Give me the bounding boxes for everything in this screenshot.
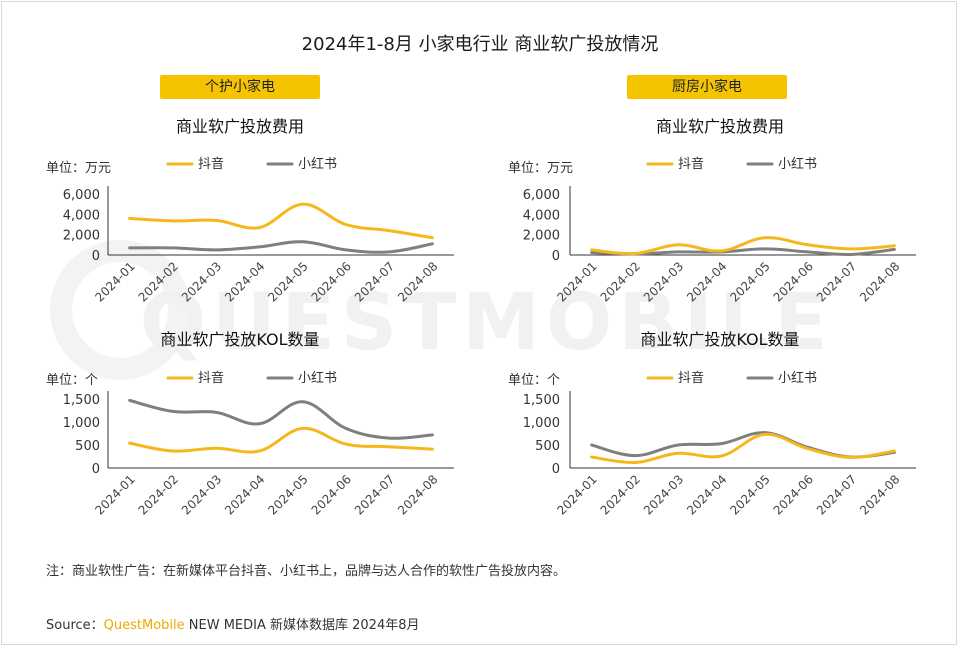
kitchen-kol-xtick-5: 2024-06 [771,472,816,517]
kitchen-spend-xtick-7: 2024-08 [857,259,902,304]
kitchen-kol-ytick-0: 0 [552,462,560,477]
personal-care-kol-xtick-3: 2024-04 [222,472,267,517]
personal-care-kol-xtick-1: 2024-02 [136,472,181,517]
tag-personal-care: 个护小家电 [160,75,320,99]
kitchen-kol-legend-label-0: 抖音 [678,370,704,386]
kitchen-spend-legend-label-1: 小红书 [778,156,817,172]
personal-care-kol-series-1 [128,398,434,440]
personal-care-spend-series-0 [128,202,434,240]
kitchen-kol-ytick-2: 1,000 [523,416,560,431]
kitchen-kol-xtick-1: 2024-02 [598,472,643,517]
personal-care-spend-title: 商业软广投放费用 [176,117,304,136]
kitchen-spend-ytick-3: 6,000 [523,188,560,203]
personal-care-spend-xtick-7: 2024-08 [395,259,440,304]
kitchen-spend-xtick-6: 2024-07 [814,259,859,304]
personal-care-spend-ytick-3: 6,000 [63,188,100,203]
watermark-text: QUESTMOBILE [140,278,834,368]
personal-care-spend-xtick-4: 2024-05 [265,259,310,304]
kitchen-spend-legend-label-0: 抖音 [678,156,704,172]
kitchen-spend-ytick-1: 2,000 [523,229,560,244]
kitchen-spend-xtick-0: 2024-01 [554,259,599,304]
kitchen-kol-xtick-0: 2024-01 [554,472,599,517]
kitchen-kol-ytick-1: 500 [535,439,560,454]
personal-care-kol-xtick-0: 2024-01 [92,472,137,517]
personal-care-kol-legend-label-0: 抖音 [198,370,224,386]
personal-care-spend-unit: 单位：万元 [46,161,111,176]
personal-care-spend-ytick-1: 2,000 [63,229,100,244]
kitchen-kol-xtick-7: 2024-08 [857,472,902,517]
source-line: Source：QuestMobile NEW MEDIA 新媒体数据库 2024… [46,614,420,633]
personal-care-kol-xtick-7: 2024-08 [395,472,440,517]
source-rest: NEW MEDIA 新媒体数据库 2024年8月 [184,618,420,633]
personal-care-kol-xtick-6: 2024-07 [352,472,397,517]
kitchen-spend-unit: 单位：万元 [508,161,573,176]
kitchen-spend-series-0 [590,236,896,256]
kitchen-spend-xtick-1: 2024-02 [598,259,643,304]
personal-care-spend-xtick-1: 2024-02 [136,259,181,304]
kitchen-spend-xtick-4: 2024-05 [727,259,772,304]
kitchen-spend-ytick-0: 0 [552,249,560,264]
personal-care-kol-ytick-2: 1,000 [63,416,100,431]
kitchen-spend-xtick-2: 2024-03 [641,259,686,304]
personal-care-spend-xtick-6: 2024-07 [352,259,397,304]
personal-care-spend-legend-label-1: 小红书 [298,156,337,172]
kitchen-kol-xtick-2: 2024-03 [641,472,686,517]
personal-care-spend-ytick-0: 0 [92,249,100,264]
kitchen-kol-title: 商业软广投放KOL数量 [640,330,799,349]
personal-care-kol-unit: 单位：个 [46,373,98,388]
kitchen-spend-ytick-2: 4,000 [523,208,560,223]
personal-care-kol-series-0 [128,426,434,454]
personal-care-kol-title: 商业软广投放KOL数量 [160,330,319,349]
page-title: 2024年1-8月 小家电行业 商业软广投放情况 [301,34,659,55]
kitchen-kol-ytick-3: 1,500 [523,393,560,408]
personal-care-spend-xtick-0: 2024-01 [92,259,137,304]
personal-care-spend-xtick-2: 2024-03 [179,259,224,304]
personal-care-spend-xtick-5: 2024-06 [309,259,354,304]
kitchen-kol-unit: 单位：个 [508,373,560,388]
personal-care-kol-xtick-2: 2024-03 [179,472,224,517]
personal-care-spend-series-1 [128,240,434,254]
kitchen-kol-xtick-4: 2024-05 [727,472,772,517]
kitchen-kol-legend-label-1: 小红书 [778,370,817,386]
kitchen-kol-xtick-3: 2024-04 [684,472,729,517]
personal-care-spend-xtick-3: 2024-04 [222,259,267,304]
personal-care-kol-ytick-0: 0 [92,462,100,477]
personal-care-kol-xtick-4: 2024-05 [265,472,310,517]
footnote: 注：商业软性广告：在新媒体平台抖音、小红书上，品牌与达人合作的软性广告投放内容。 [46,564,567,579]
kitchen-spend-xtick-3: 2024-04 [684,259,729,304]
kitchen-kol-xtick-6: 2024-07 [814,472,859,517]
personal-care-kol-legend-label-1: 小红书 [298,370,337,386]
personal-care-kol-xtick-5: 2024-06 [309,472,354,517]
kitchen-kol-series-0 [590,432,896,465]
personal-care-spend-legend-label-0: 抖音 [198,156,224,172]
kitchen-spend-xtick-5: 2024-06 [771,259,816,304]
personal-care-kol-ytick-1: 500 [75,439,100,454]
source-brand: QuestMobile [103,618,185,633]
tag-kitchen: 厨房小家电 [627,75,787,99]
kitchen-spend-title: 商业软广投放费用 [656,117,784,136]
source-prefix: Source： [46,618,104,633]
personal-care-spend-ytick-2: 4,000 [63,208,100,223]
personal-care-kol-ytick-3: 1,500 [63,393,100,408]
